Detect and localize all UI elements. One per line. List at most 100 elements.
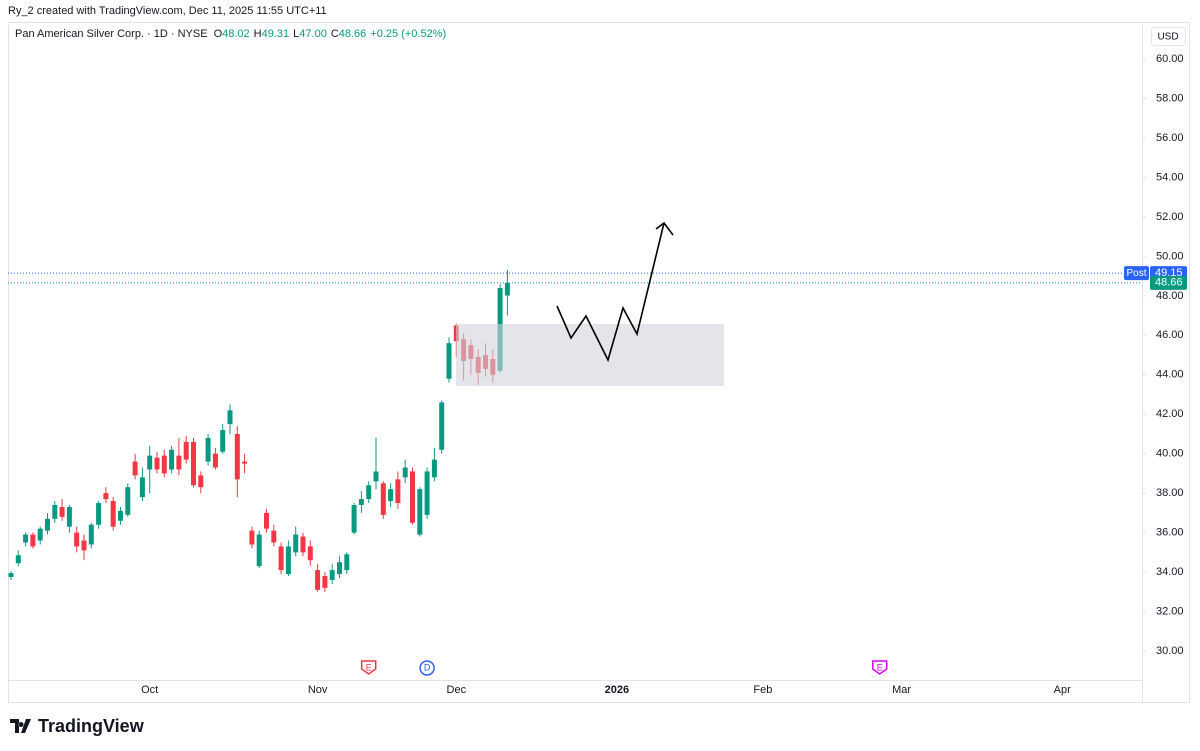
y-tick-label: 34.00 <box>1156 566 1184 578</box>
candle-body <box>44 518 50 531</box>
candle-body <box>329 570 335 580</box>
candle-body <box>409 471 415 523</box>
currency-box[interactable] <box>1151 27 1186 46</box>
x-tick-label: Nov <box>308 684 328 696</box>
ohlc-value: 48.02 <box>222 28 250 40</box>
currency[interactable]: USD <box>1157 32 1178 43</box>
ohlc-label: H <box>254 28 262 40</box>
candle-body <box>37 528 43 541</box>
candle-body <box>198 475 204 488</box>
candle-body <box>373 471 379 482</box>
y-tick-label: 32.00 <box>1156 605 1184 617</box>
candle-body <box>125 487 131 515</box>
price-line-tag-box <box>1124 266 1149 281</box>
candle-body <box>249 530 255 545</box>
y-tick-label: 38.00 <box>1156 487 1184 499</box>
y-tick-label: 46.00 <box>1156 329 1184 341</box>
candle-body <box>110 501 116 527</box>
y-tick-label: 54.00 <box>1156 171 1184 183</box>
x-tick-label: 2026 <box>605 684 629 696</box>
candle-body <box>212 453 218 468</box>
ohlc-label: C <box>331 28 339 40</box>
candle-body <box>358 499 364 505</box>
candle-body <box>183 441 189 460</box>
candle-body <box>431 459 437 478</box>
candle-body <box>154 457 160 470</box>
y-tick-label: 44.00 <box>1156 369 1184 381</box>
candle-body <box>417 489 423 535</box>
candle-body <box>344 554 350 571</box>
x-tick-label: Feb <box>753 684 772 696</box>
ohlc-value: 47.00 <box>299 28 327 40</box>
ohlc-label: O <box>214 28 223 40</box>
candle-body <box>307 546 313 561</box>
price-label-box <box>1150 275 1187 290</box>
symbol: Pan American Silver Corp. · 1D · NYSE <box>15 28 208 40</box>
candle-body <box>380 483 386 515</box>
candle-body <box>8 573 14 578</box>
arrow-head[interactable] <box>655 221 674 236</box>
candle-body <box>66 506 72 527</box>
y-tick-label: 42.00 <box>1156 408 1184 420</box>
candle-body <box>117 510 123 521</box>
candle-body <box>169 449 175 470</box>
candle-body <box>23 534 29 543</box>
candle-body <box>351 504 357 533</box>
candle-body <box>395 479 401 504</box>
candle-body <box>336 562 342 575</box>
y-tick-label: 60.00 <box>1156 53 1184 65</box>
plot: 30.00 32.00 34.00 36.00 38.00 40.00 42.00 44.00… <box>8 53 1187 696</box>
logo: TradingView <box>10 716 145 736</box>
legend: Pan American Silver Corp. · 1D · NYSE O48… <box>15 28 446 40</box>
ohlc-value: 48.66 <box>339 28 367 40</box>
brand: TradingView <box>38 716 145 736</box>
candle-body <box>30 534 36 547</box>
candle-body <box>293 534 299 553</box>
event-badge <box>871 660 888 675</box>
y-tick-label: 50.00 <box>1156 250 1184 262</box>
candle-body <box>271 530 277 543</box>
candle-body <box>504 282 510 296</box>
candle-body <box>220 430 226 452</box>
x-tick-label: Mar <box>892 684 911 696</box>
ohlc-label: L <box>293 28 299 40</box>
y-tick-label: 52.00 <box>1156 211 1184 223</box>
drawn-path[interactable] <box>556 222 665 363</box>
candle-body <box>315 570 321 590</box>
x-tick-label: Apr <box>1054 684 1071 696</box>
author-line: Ry_2 created with TradingView.com, Dec 1… <box>8 5 327 17</box>
y-tick-label: 36.00 <box>1156 527 1184 539</box>
candle-body <box>439 402 445 450</box>
y-tick-label: 58.00 <box>1156 92 1184 104</box>
x-tick-label: Dec <box>447 684 467 696</box>
candle-body <box>446 343 452 379</box>
y-tick-label: 56.00 <box>1156 132 1184 144</box>
candle-body <box>285 546 291 575</box>
candle-body <box>263 512 269 529</box>
candle-body <box>300 536 306 553</box>
chart-frame <box>8 22 1190 703</box>
candle-body <box>81 540 87 551</box>
candle-body <box>147 455 153 470</box>
candle-body <box>59 506 65 517</box>
price-line-tag: Post <box>1126 268 1146 279</box>
candle-body <box>424 471 430 515</box>
x-tick-label: Oct <box>141 684 158 696</box>
candle-body <box>139 477 145 498</box>
candle-body <box>402 467 408 478</box>
candle-body <box>15 555 21 564</box>
candle-body <box>103 493 109 500</box>
candle-body <box>205 437 211 462</box>
event-badge <box>360 660 377 675</box>
candle-body <box>242 461 248 464</box>
candle-body <box>74 532 80 547</box>
candle-body <box>176 455 182 470</box>
y-tick-label: 40.00 <box>1156 448 1184 460</box>
event-label: E <box>877 662 883 672</box>
price-label: 48.66 <box>1155 277 1183 289</box>
event-label: E <box>366 662 372 672</box>
candle-body <box>161 455 167 474</box>
candle-body <box>278 546 284 571</box>
drawn-rectangle[interactable] <box>456 324 724 386</box>
